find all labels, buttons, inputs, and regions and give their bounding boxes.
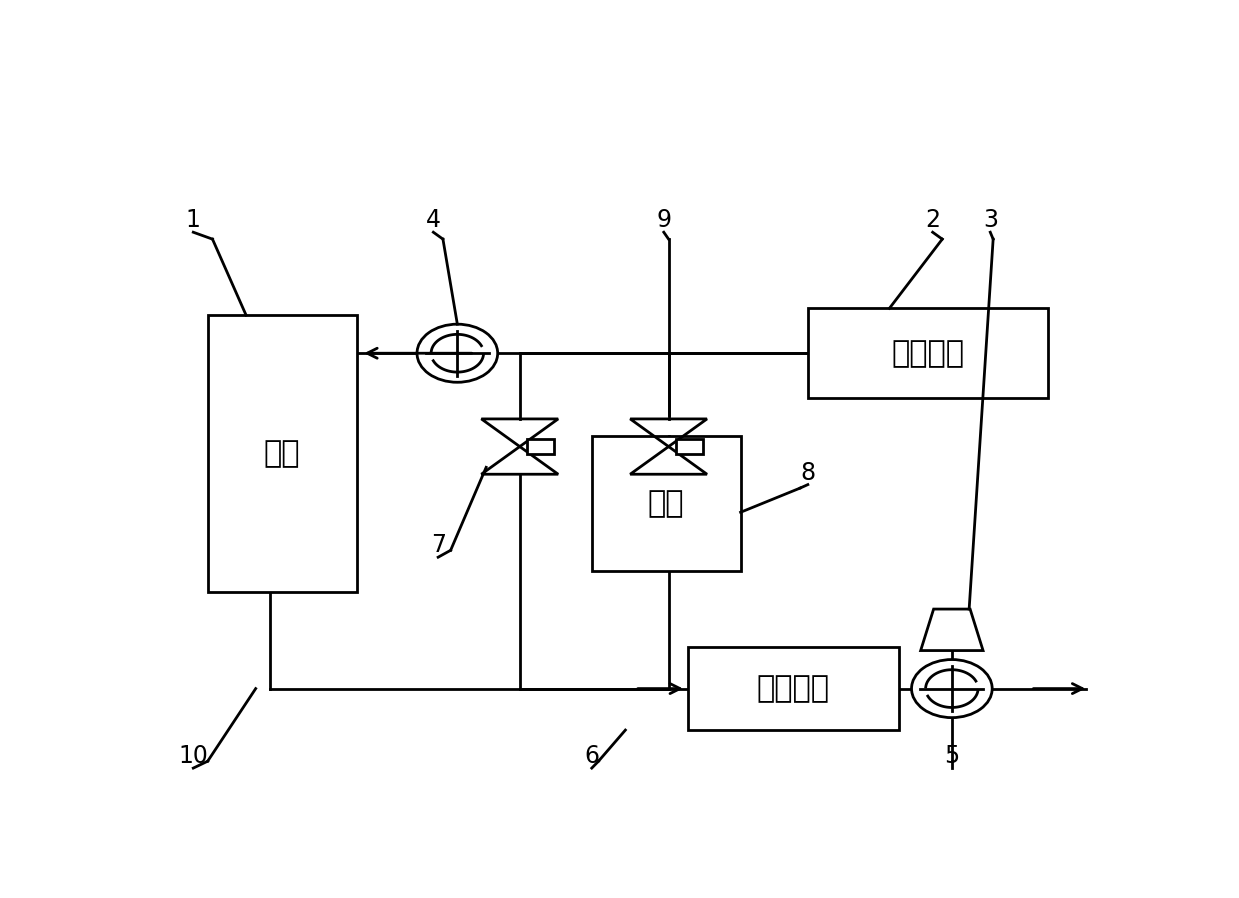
Text: 总分水器: 总分水器	[757, 674, 830, 703]
Text: 7: 7	[431, 533, 446, 557]
Circle shape	[912, 659, 992, 718]
Text: 9: 9	[657, 208, 672, 233]
Bar	[527, 439, 554, 454]
Bar	[808, 308, 1048, 398]
Text: 5: 5	[944, 744, 959, 768]
Circle shape	[418, 324, 498, 383]
Text: 冷源: 冷源	[648, 489, 684, 518]
Text: 8: 8	[800, 461, 815, 485]
Text: 3: 3	[983, 208, 997, 233]
Text: 4: 4	[426, 208, 441, 233]
Text: 主机: 主机	[264, 439, 300, 468]
Bar	[688, 647, 900, 730]
Bar	[208, 315, 357, 592]
Bar	[675, 439, 704, 454]
Text: 1: 1	[186, 208, 201, 233]
Bar	[592, 436, 741, 571]
Text: 10: 10	[178, 744, 208, 768]
Text: 6: 6	[585, 744, 600, 768]
Text: 2: 2	[926, 208, 940, 233]
Text: 总集水器: 总集水器	[891, 339, 964, 367]
